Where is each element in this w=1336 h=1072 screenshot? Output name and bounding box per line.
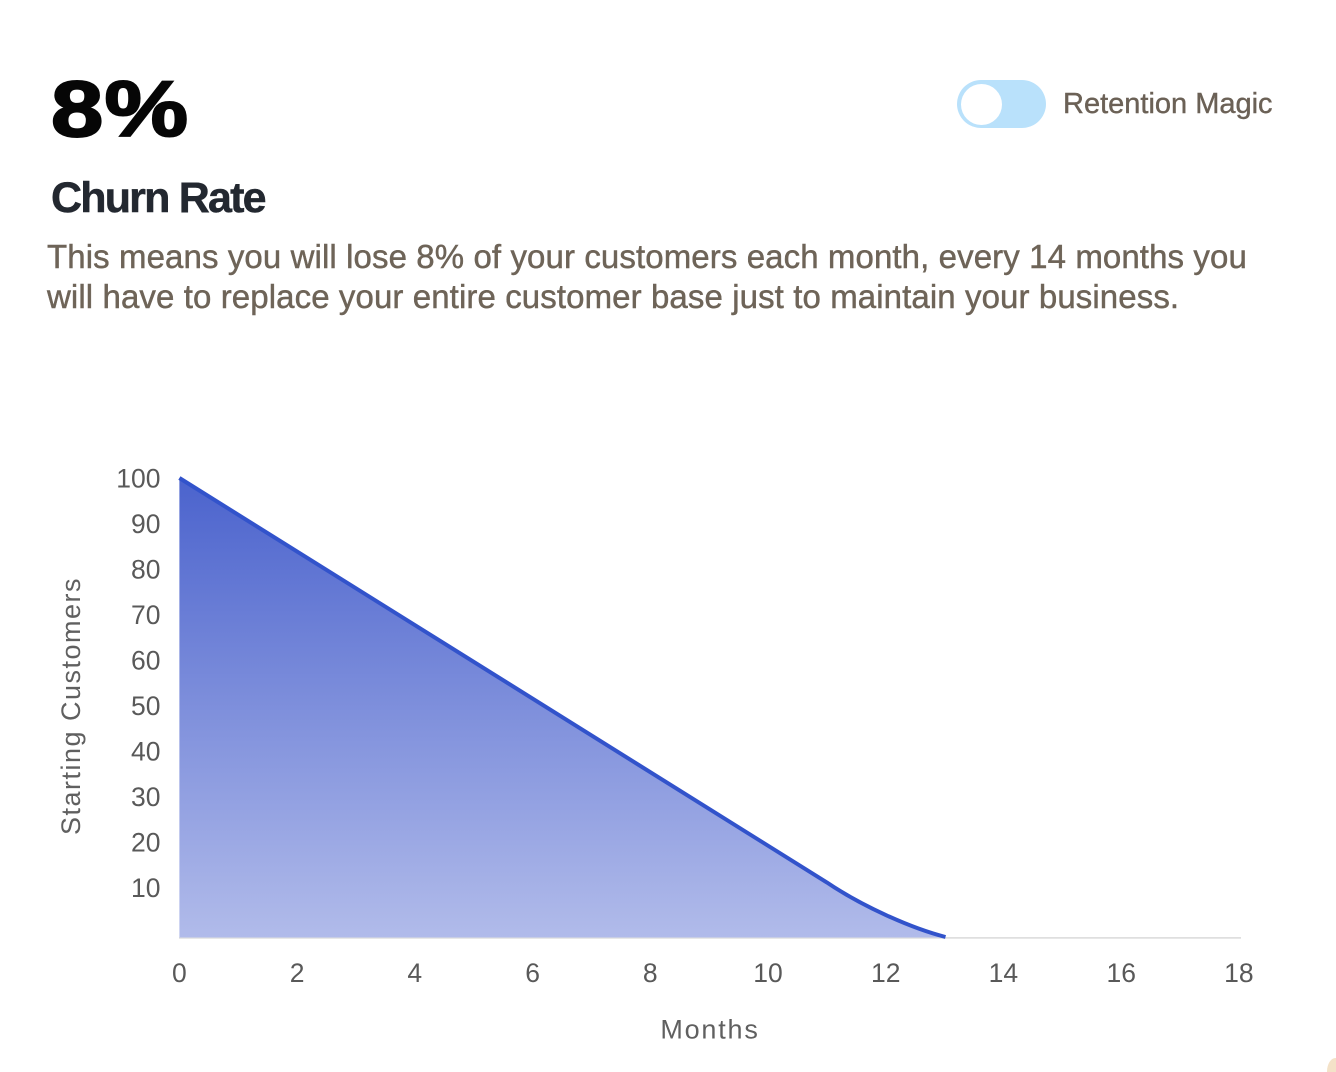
svg-text:18: 18: [1224, 958, 1253, 988]
svg-text:100: 100: [116, 464, 160, 494]
svg-text:16: 16: [1106, 958, 1135, 988]
svg-text:6: 6: [525, 958, 540, 988]
svg-text:10: 10: [753, 958, 782, 988]
svg-text:Months: Months: [660, 1015, 759, 1045]
svg-text:12: 12: [871, 958, 900, 988]
svg-text:8: 8: [643, 958, 658, 988]
svg-text:Starting Customers: Starting Customers: [56, 577, 86, 835]
svg-text:50: 50: [131, 691, 160, 721]
svg-text:90: 90: [131, 509, 160, 539]
svg-text:0: 0: [172, 958, 187, 988]
svg-text:70: 70: [131, 600, 160, 630]
svg-text:14: 14: [989, 958, 1018, 988]
svg-text:10: 10: [131, 873, 160, 903]
svg-text:2: 2: [290, 958, 305, 988]
svg-text:60: 60: [131, 646, 160, 676]
svg-text:40: 40: [131, 737, 160, 767]
svg-text:80: 80: [131, 555, 160, 585]
svg-text:30: 30: [131, 782, 160, 812]
svg-text:20: 20: [131, 828, 160, 858]
svg-text:4: 4: [407, 958, 422, 988]
